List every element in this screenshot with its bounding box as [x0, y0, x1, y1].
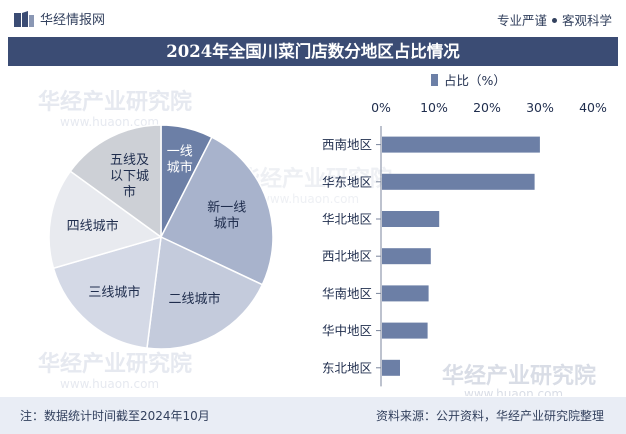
footer: 注：数据统计时间截至2024年10月 资料来源：公开资料，华经产业研究院整理: [0, 397, 626, 434]
footer-source: 资料来源：公开资料，华经产业研究院整理: [375, 409, 604, 423]
legend-marker: [431, 74, 438, 86]
bar: [382, 136, 540, 153]
top-bar: 华经情报网 专业严谨 客观科学: [0, 0, 626, 36]
chart-svg: 华经产业研究院 www.huaon.com 华经产业研究院 www.huaon.…: [38, 73, 607, 401]
watermark-url: www.huaon.com: [260, 192, 359, 206]
pie-slice: [52, 235, 162, 349]
y-tick-label: 华中地区: [322, 323, 372, 338]
y-tick-label: 西南地区: [322, 137, 372, 152]
bar: [382, 211, 440, 227]
brand: 华经情报网: [14, 9, 105, 28]
slogan: 专业严谨 客观科学: [497, 10, 612, 29]
x-tick-label: 20%: [473, 100, 501, 115]
pie-slice-label: 三线城市: [88, 285, 140, 301]
pie-slice-label: 五线及以下城市: [110, 153, 149, 200]
bar: [382, 322, 428, 339]
watermarks: 华经产业研究院 www.huaon.com 华经产业研究院 www.huaon.…: [38, 89, 596, 401]
bar: [382, 285, 429, 302]
watermark-url: www.huaon.com: [60, 377, 159, 391]
watermark-name: 华经产业研究院: [442, 363, 596, 389]
watermark-name: 华经产业研究院: [38, 89, 192, 115]
pie-slice-label: 二线城市: [168, 291, 220, 307]
bar: [382, 173, 535, 190]
chart-area: 华经产业研究院 www.huaon.com 华经产业研究院 www.huaon.…: [8, 66, 618, 401]
y-tick-label: 华南地区: [322, 286, 372, 301]
y-tick-label: 华北地区: [322, 212, 372, 227]
x-tick-label: 0%: [371, 100, 391, 115]
brand-logo-icon: [14, 10, 34, 27]
y-tick-label: 东北地区: [322, 360, 372, 375]
pie-slice-label: 新一线城市: [207, 200, 246, 232]
slogan-right: 客观科学: [561, 13, 612, 28]
x-tick-label: 10%: [420, 100, 448, 115]
chart-title: 2024年全国川菜门店数分地区占比情况: [8, 37, 618, 66]
slogan-left: 专业严谨: [496, 13, 547, 28]
footer-note: 注：数据统计时间截至2024年10月: [20, 409, 210, 423]
pie-slice: [69, 124, 162, 239]
bar-chart: 占比（%） 0% 10% 20% 30% 40% 西南地区华东地区华北地区西北地区华南地区华…: [322, 73, 607, 387]
pie-slice: [48, 170, 163, 270]
bar: [382, 248, 431, 265]
y-tick-label: 西北地区: [322, 249, 372, 264]
separator-dot-icon: [551, 18, 557, 23]
watermark-name: 华经产业研究院: [238, 166, 392, 192]
pie-slice-label: 四线城市: [67, 218, 119, 234]
pie-slice-label: 一线城市: [167, 145, 193, 176]
y-tick-label: 华东地区: [322, 174, 372, 189]
brand-name: 华经情报网: [40, 13, 106, 28]
watermark-name: 华经产业研究院: [38, 351, 192, 377]
watermark-url: www.huaon.com: [464, 387, 563, 396]
legend-label: 占比（%）: [444, 73, 506, 88]
pie-slice: [146, 235, 264, 350]
watermark-url: www.huaon.com: [60, 115, 159, 129]
bar: [382, 359, 400, 376]
x-tick-label: 40%: [579, 100, 607, 115]
pie-slice: [159, 136, 274, 286]
x-tick-label: 30%: [526, 100, 554, 115]
